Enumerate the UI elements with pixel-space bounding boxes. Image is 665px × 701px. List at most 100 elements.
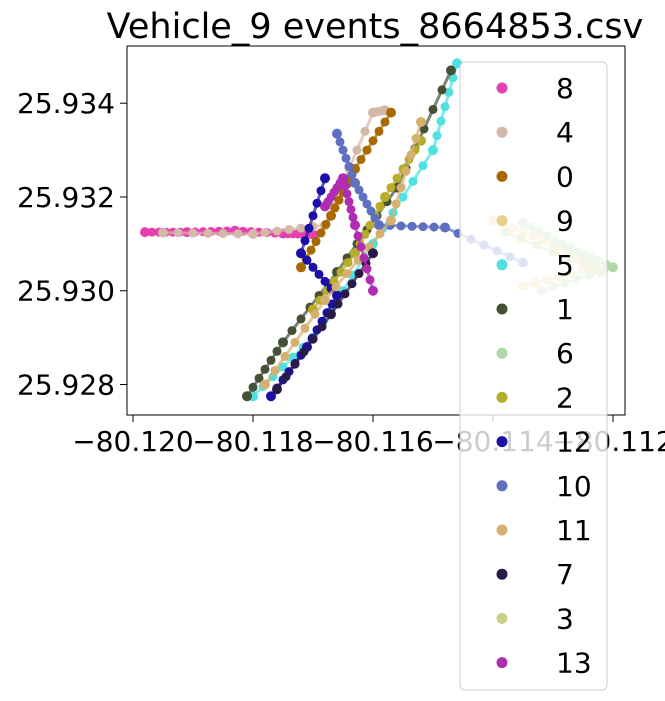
data-point — [140, 227, 150, 238]
data-point — [233, 229, 243, 239]
data-point — [418, 161, 428, 171]
legend-marker — [496, 126, 508, 138]
legend-label: 5 — [556, 249, 574, 282]
data-point — [280, 351, 290, 361]
data-point — [375, 201, 385, 211]
data-point — [358, 192, 368, 202]
legend-marker — [496, 259, 508, 271]
data-point — [308, 334, 318, 344]
data-point — [396, 183, 406, 193]
data-point — [260, 364, 270, 374]
data-point — [242, 391, 252, 402]
data-point — [416, 116, 426, 127]
data-point — [188, 228, 198, 238]
data-point — [302, 255, 312, 265]
data-point — [158, 227, 168, 238]
data-point — [342, 189, 352, 199]
data-point — [308, 211, 318, 221]
data-point — [320, 173, 330, 184]
data-point — [374, 126, 384, 136]
data-point — [332, 290, 342, 301]
data-point — [278, 337, 288, 348]
data-point — [436, 116, 446, 126]
data-point — [366, 206, 376, 216]
data-point — [300, 236, 310, 246]
data-point — [173, 228, 183, 238]
data-point — [353, 231, 363, 241]
legend-label: 7 — [556, 558, 574, 591]
data-point — [365, 220, 375, 230]
data-point — [359, 253, 369, 263]
data-point — [338, 173, 348, 184]
series-11 — [260, 116, 426, 390]
data-point — [340, 289, 350, 299]
data-point — [428, 145, 438, 156]
data-point — [446, 65, 456, 76]
data-point — [368, 248, 378, 259]
data-point — [299, 347, 309, 357]
data-point — [314, 269, 324, 279]
data-point — [370, 213, 380, 223]
data-point — [344, 161, 354, 171]
data-point — [380, 191, 390, 202]
data-point — [308, 262, 318, 272]
legend-label: 8 — [556, 72, 574, 105]
data-point — [304, 223, 314, 233]
data-point — [386, 107, 396, 118]
data-point — [356, 154, 366, 164]
series-7 — [272, 248, 378, 395]
chart-title: Vehicle_9 events_8664853.csv — [107, 7, 644, 47]
data-point — [203, 228, 213, 238]
data-point — [312, 198, 322, 208]
data-point — [362, 199, 372, 209]
data-point — [401, 166, 411, 176]
legend-label: 2 — [556, 381, 574, 414]
series-13 — [320, 173, 378, 296]
x-tick-label: −80.116 — [312, 425, 433, 458]
data-point — [272, 226, 282, 236]
data-point — [316, 186, 326, 196]
data-point — [320, 276, 330, 286]
data-point — [266, 355, 276, 365]
data-point — [334, 195, 344, 205]
data-point — [352, 145, 362, 155]
data-point — [320, 295, 330, 306]
x-tick-label: −80.120 — [72, 425, 193, 458]
data-point — [326, 210, 336, 221]
data-point — [452, 58, 462, 69]
data-point — [147, 227, 157, 237]
data-point — [392, 173, 402, 183]
data-point — [311, 237, 321, 247]
legend-label: 1 — [556, 293, 574, 326]
legend-marker — [496, 436, 508, 448]
data-point — [411, 133, 421, 143]
data-point — [360, 229, 370, 239]
data-point — [343, 258, 353, 268]
legend-marker — [496, 215, 508, 227]
legend-marker — [496, 657, 508, 669]
data-point — [248, 229, 258, 240]
y-tick-label: 25.928 — [17, 369, 115, 402]
data-point — [375, 229, 385, 239]
data-point — [284, 225, 294, 235]
data-point — [347, 279, 357, 289]
data-point — [341, 153, 351, 163]
legend-marker — [496, 568, 508, 580]
data-point — [432, 131, 442, 141]
data-point — [340, 181, 350, 191]
data-point — [391, 199, 401, 209]
data-point — [333, 299, 343, 309]
legend-label: 12 — [556, 426, 592, 459]
legend-box — [459, 61, 608, 691]
data-point — [218, 229, 228, 239]
data-point — [386, 183, 396, 193]
legend-marker — [496, 170, 508, 182]
data-point — [354, 269, 364, 279]
data-point — [330, 203, 340, 213]
y-tick-label: 25.934 — [17, 87, 115, 120]
data-point — [440, 222, 450, 233]
data-point — [437, 85, 447, 95]
data-point — [272, 346, 282, 356]
data-point — [260, 379, 270, 390]
